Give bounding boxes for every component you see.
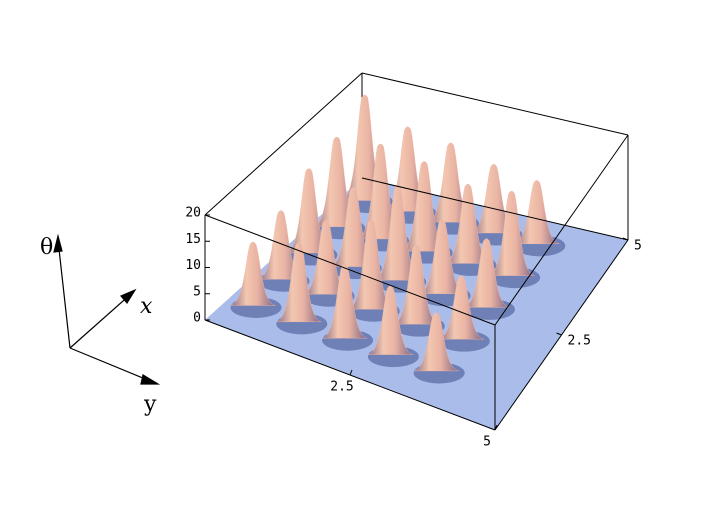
z-arrow [57,239,71,349]
y-tick [349,369,353,376]
x-tick [622,237,629,241]
x-tick-label: 2.5 [568,334,591,349]
x-arrow-head [120,288,137,305]
axis-triad [53,233,161,385]
x-arrow [69,292,133,349]
y-axis-label: y [143,392,157,417]
peak [514,180,560,245]
z-arrow-head [53,233,63,253]
y-arrow [69,347,156,384]
peak [393,244,439,325]
peak [438,275,484,340]
y-tick-label: 2.5 [330,380,353,395]
y-tick-label: 5 [483,435,491,450]
peak [428,142,474,223]
peak [445,183,491,264]
z-tick-label: 10 [185,258,201,273]
box-edge [361,72,629,136]
box-edge [494,134,629,326]
y-arrow-head [140,374,161,385]
x-tick-label: 5 [634,239,642,254]
peak [375,184,421,281]
z-tick-label: 5 [193,284,201,299]
peak [401,161,447,252]
box-edge [361,177,629,241]
z-tick-label: 20 [185,206,201,221]
x-axis-label: x [140,294,153,319]
peak [286,168,332,254]
z-axis-label: θ [40,235,53,260]
z-tick-label: 0 [193,311,201,326]
peak [489,190,535,276]
peak [471,164,517,234]
peak [230,241,276,306]
peak [276,242,322,323]
z-tick-label: 15 [185,232,201,247]
box-edge [204,72,363,216]
peak [322,264,368,339]
peak [330,187,376,267]
peak [413,312,459,372]
peak [258,210,304,280]
x-tick [556,332,562,336]
box-edge [204,214,496,326]
y-tick [494,424,498,431]
peak [303,220,349,295]
peak [463,238,510,308]
peak [419,219,465,294]
